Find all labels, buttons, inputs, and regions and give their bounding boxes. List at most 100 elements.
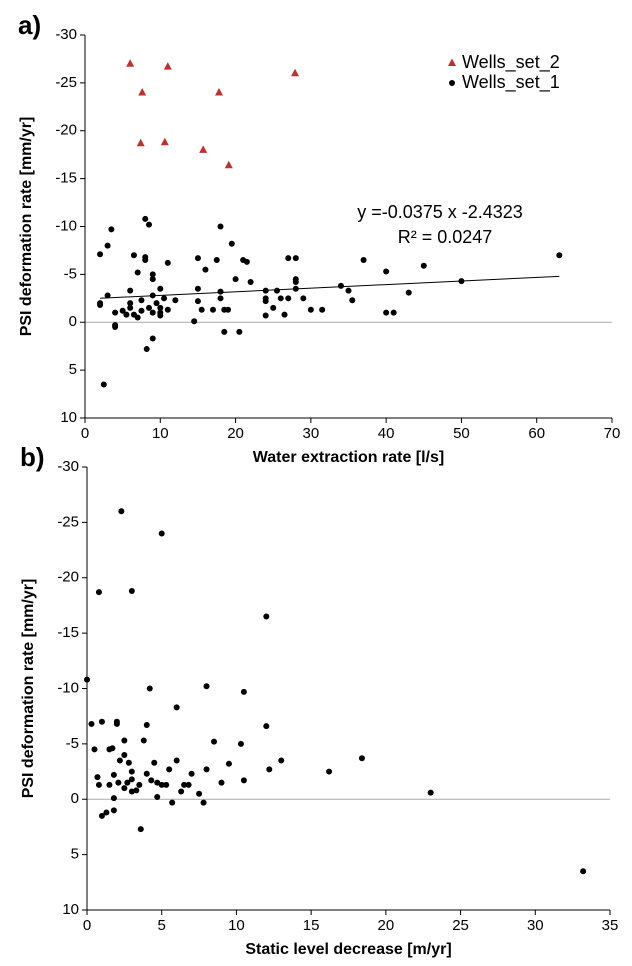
y-tick-label: -10 [57, 679, 79, 696]
point [108, 226, 115, 233]
point [349, 297, 356, 304]
point [115, 779, 122, 786]
point [164, 259, 171, 266]
point [140, 737, 147, 744]
point [137, 826, 144, 833]
point [112, 324, 119, 331]
point [128, 768, 135, 775]
point [188, 770, 195, 777]
point [138, 297, 145, 304]
point [285, 255, 292, 262]
point [161, 295, 168, 302]
point [178, 788, 185, 795]
point [292, 255, 299, 262]
point [224, 160, 233, 169]
point [203, 766, 210, 773]
x-tick-label: 10 [152, 425, 169, 442]
point [194, 255, 201, 262]
point [240, 688, 247, 695]
point [194, 285, 201, 292]
point [118, 508, 125, 515]
point [263, 723, 270, 730]
point [124, 779, 131, 786]
point [556, 252, 563, 259]
point [134, 269, 141, 276]
point [142, 257, 149, 264]
point [164, 306, 171, 313]
x-tick-label: 20 [378, 917, 395, 934]
point [157, 312, 164, 319]
point [228, 240, 235, 247]
point [143, 770, 150, 777]
point [110, 771, 117, 778]
point [307, 306, 314, 313]
point [121, 785, 128, 792]
point [277, 295, 284, 302]
point [136, 138, 145, 147]
point [285, 295, 292, 302]
point [136, 781, 143, 788]
point [262, 312, 269, 319]
y-tick-label: -25 [57, 513, 79, 530]
point [194, 298, 201, 305]
y-axis-title: PSI deformation rate [mm/yr] [20, 579, 37, 799]
point [337, 282, 344, 289]
point [281, 311, 288, 318]
point [148, 777, 155, 784]
point [300, 295, 307, 302]
point [128, 788, 135, 795]
point [163, 781, 170, 788]
y-tick-label: 0 [71, 790, 79, 807]
y-tick-label: -5 [64, 265, 77, 282]
point [158, 781, 165, 788]
point [157, 304, 164, 311]
y-tick-label: 10 [60, 409, 77, 426]
point [213, 257, 220, 264]
point [383, 268, 390, 275]
x-tick-label: 5 [158, 917, 166, 934]
point [157, 285, 164, 292]
point [262, 298, 269, 305]
y-tick-label: -30 [57, 458, 79, 475]
x-tick-label: 0 [83, 917, 91, 934]
point [390, 309, 397, 316]
point [95, 781, 102, 788]
point [266, 766, 273, 773]
point [112, 309, 119, 316]
point [130, 252, 137, 259]
point [121, 737, 128, 744]
annotation: y =-0.0375 x -2.4323 [357, 202, 523, 222]
point [138, 87, 147, 96]
point [95, 589, 102, 596]
legend-marker [448, 58, 456, 66]
x-tick-label: 20 [227, 425, 244, 442]
point [127, 287, 134, 294]
point [128, 588, 135, 595]
point [153, 300, 160, 307]
point [232, 276, 239, 283]
point [263, 613, 270, 620]
point [163, 62, 172, 70]
point [104, 292, 111, 299]
point [185, 781, 192, 788]
point [142, 215, 149, 222]
point [154, 779, 161, 786]
point [199, 145, 208, 153]
point [217, 295, 224, 302]
point [172, 297, 179, 304]
point [203, 683, 210, 690]
x-tick-label: 50 [453, 425, 470, 442]
point [126, 59, 135, 67]
x-tick-label: 35 [602, 917, 619, 934]
x-tick-label: 25 [452, 917, 469, 934]
point [91, 746, 98, 753]
point [125, 759, 132, 766]
point [109, 745, 116, 752]
point [97, 251, 104, 258]
point [273, 287, 280, 294]
point [146, 685, 153, 692]
point [225, 760, 232, 767]
y-tick-label: -25 [55, 74, 77, 91]
panel-label: a) [18, 10, 41, 40]
